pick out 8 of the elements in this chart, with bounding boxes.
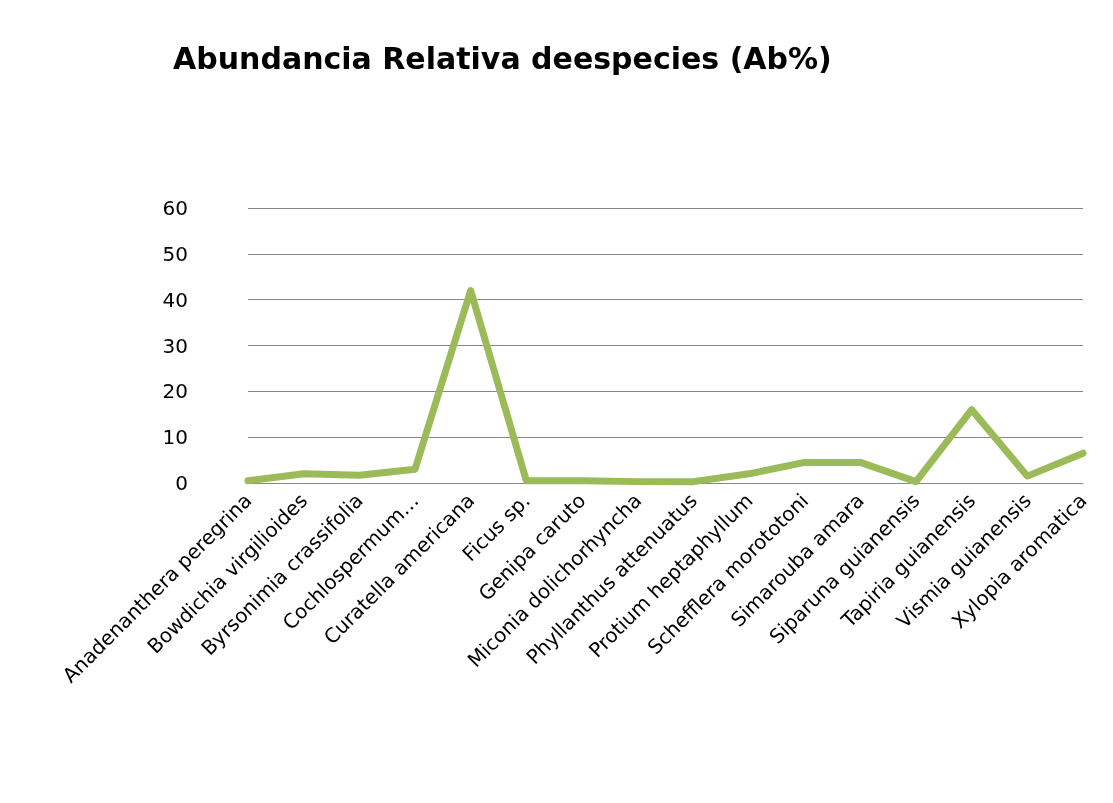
y-tick-label: 0 [175,471,188,495]
chart-title: Abundancia Relativa deespecies (Ab%) [173,40,832,76]
y-tick-label: 10 [162,425,188,450]
y-tick-label: 50 [162,241,188,266]
y-tick-label: 30 [162,333,188,358]
y-tick-label: 40 [162,287,188,312]
y-tick-label: 20 [162,379,188,404]
y-tick-label: 60 [162,196,188,220]
